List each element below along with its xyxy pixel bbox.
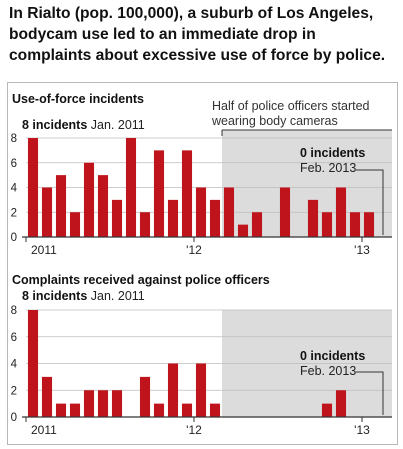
chart-2-annotation-start: 8 incidents Jan. 2011 [22,289,145,304]
x-tick-label: '13 [354,243,370,257]
bar [167,363,179,417]
annotation-date: Feb. 2013 [300,364,357,378]
x-tick-label: '12 [186,243,202,257]
annotation-bold: 0 incidents [300,146,366,160]
annotation-bold: 8 incidents [22,289,88,303]
bar [139,212,151,237]
headline-line-3: complaints about excessive use of force … [9,47,386,64]
y-tick-label: 6 [11,332,17,344]
bar [153,403,165,417]
bar [55,403,67,417]
chart-1-shade-label: Half of police officers started wearing … [212,99,369,129]
x-tick-label: 2011 [31,243,57,257]
bar [335,187,347,237]
bar [209,403,221,417]
headline-line-1: In Rialto (pop. 100,000), a suburb of Lo… [9,5,374,22]
x-tick-label: '12 [186,423,202,437]
chart-2-title: Complaints received against police offic… [12,273,270,287]
bar [111,199,123,237]
y-tick-label: 2 [11,207,17,219]
headline: In Rialto (pop. 100,000), a suburb of Lo… [9,3,401,66]
annotation-date: Feb. 2013 [300,161,357,175]
bar [83,162,95,237]
chart-1-annotation-end: 0 incidents Feb. 2013 [300,146,365,176]
bar [167,199,179,237]
bar [321,212,333,237]
shade-label-line-1: Half of police officers started [212,99,370,113]
bar [209,199,221,237]
bar [223,187,235,237]
chart-1-annotation-start: 8 incidents Jan. 2011 [22,118,145,133]
bar [111,390,123,417]
bar [335,390,347,417]
bar [321,403,333,417]
chart-1-shaded-region [222,130,392,237]
bar [349,212,361,237]
annotation-bold: 0 incidents [300,349,366,363]
bar [181,403,193,417]
bar [251,212,263,237]
bar [237,224,249,237]
annotation-leader [356,169,384,235]
y-tick-label: 8 [11,133,17,145]
bar [139,376,151,417]
x-tick-label: 2011 [31,423,57,437]
headline-line-2: bodycam use led to an immediate drop in [9,26,316,43]
bar [97,175,109,237]
chart-2-annotation-end: 0 incidents Feb. 2013 [300,349,365,379]
chart-1-title: Use-of-force incidents [12,92,144,106]
bar [83,390,95,417]
bar [279,187,291,237]
bar [97,390,109,417]
y-tick-label: 4 [11,359,18,371]
y-tick-label: 6 [11,158,17,170]
annotation-leader [356,371,384,415]
bar [27,138,39,237]
bar [181,150,193,237]
bar [153,150,165,237]
bar [41,376,53,417]
x-tick-label: '13 [354,423,370,437]
bar [69,212,81,237]
y-tick-label: 0 [11,412,17,424]
annotation-date: Jan. 2011 [90,118,145,132]
bar [307,199,319,237]
shade-label-line-2: wearing body cameras [212,114,338,128]
bar [195,187,207,237]
bar [41,187,53,237]
bar [195,363,207,417]
y-tick-label: 4 [11,183,18,195]
y-tick-label: 0 [11,232,17,244]
bar [125,138,137,237]
y-tick-label: 2 [11,385,17,397]
bar [69,403,81,417]
annotation-bold: 8 incidents [22,118,88,132]
bar [55,175,67,237]
bar [363,212,375,237]
y-tick-label: 8 [11,305,17,317]
annotation-date: Jan. 2011 [90,289,145,303]
bar [27,310,39,417]
